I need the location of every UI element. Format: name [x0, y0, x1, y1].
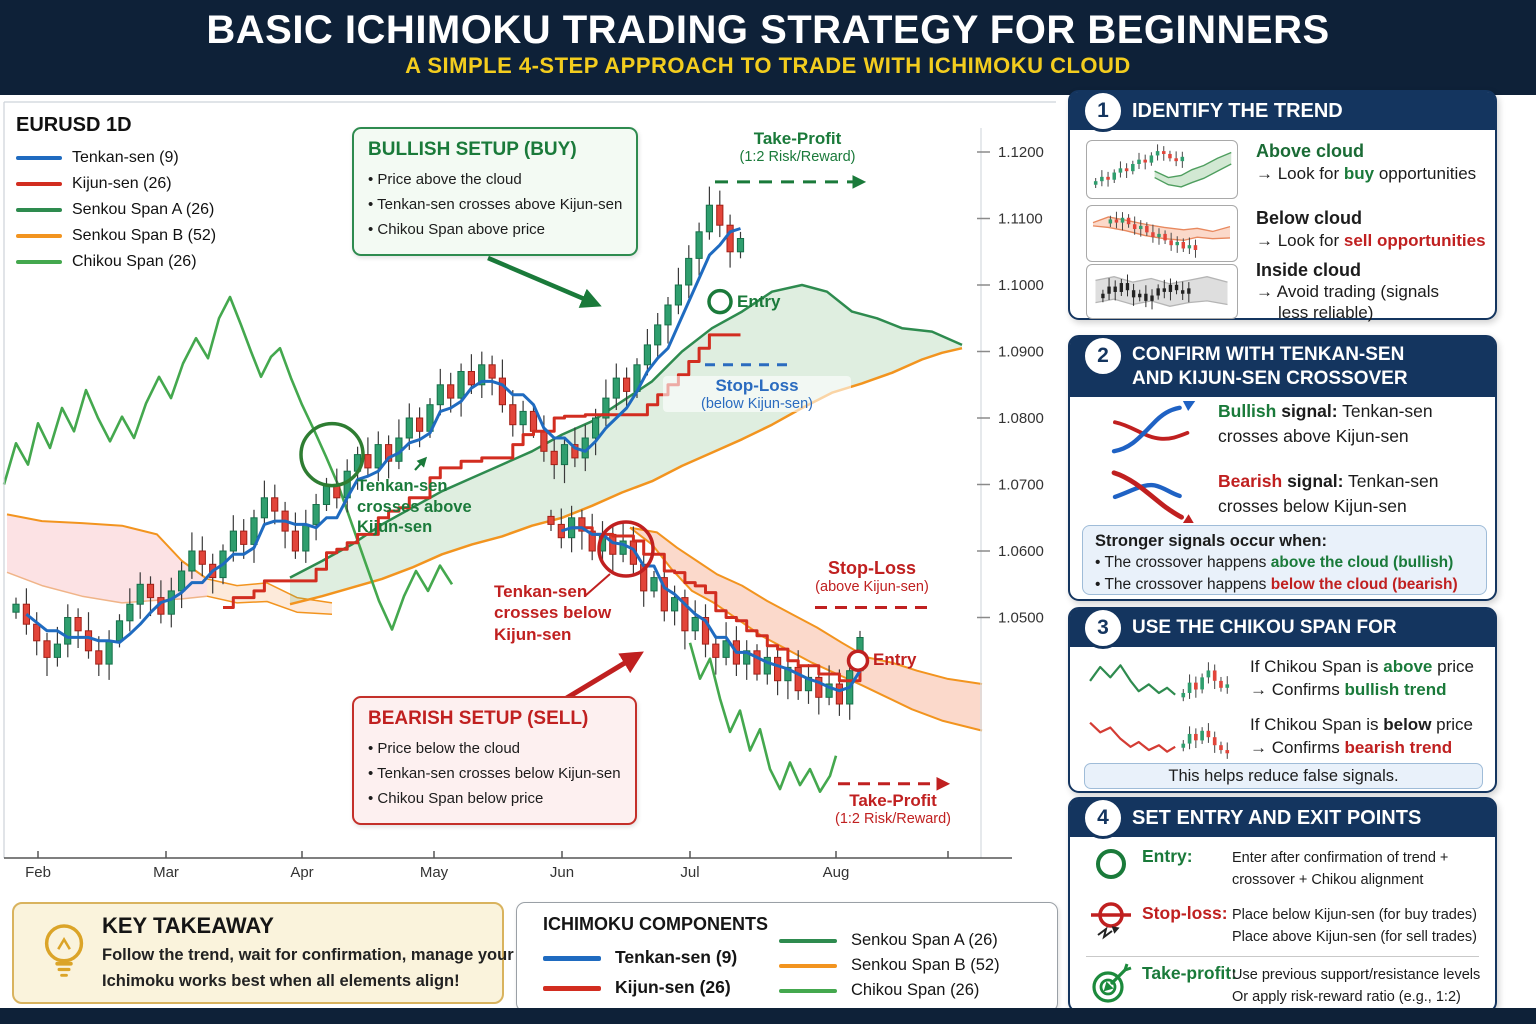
key-takeaway-line1: Follow the trend, wait for confirmation,… [102, 946, 553, 964]
key-takeaway-line2: Ichimoku works best when all elements al… [102, 972, 460, 990]
price-chart-panel: 1.1200 1.1100 1.1000 1.0900 1.0800 1.0700 1.06… [0, 100, 1060, 890]
senkou-b-swatch [779, 964, 837, 968]
ichimoku-components-legend: ICHIMOKU COMPONENTS Tenkan-sen (9) Kijun… [516, 902, 1058, 1012]
trend-row-below: Below cloud → Look for sell opportunitie… [1256, 208, 1486, 250]
bullish-crossover-icon [1108, 400, 1204, 457]
svg-text:May: May [420, 864, 449, 881]
svg-text:Jul: Jul [680, 864, 699, 881]
step-3-number: 3 [1082, 607, 1124, 649]
stop-loss-icon [1088, 899, 1134, 950]
svg-text:1.1100: 1.1100 [998, 211, 1043, 228]
reduce-false-signals-note: This helps reduce false signals. [1084, 763, 1483, 789]
banner: BASIC ICHIMOKU TRADING STRATEGY FOR BEGI… [0, 0, 1536, 95]
svg-text:1.0500: 1.0500 [998, 610, 1044, 627]
bullish-signal-text: Bullish signal: Tenkan-sen crosses above… [1218, 401, 1433, 446]
step-4-title: SET ENTRY AND EXIT POINTS [1070, 799, 1495, 837]
senkou-a-swatch [779, 939, 837, 943]
mini-chart-inside-cloud [1086, 264, 1238, 319]
key-takeaway-title: KEY TAKEAWAY [102, 913, 274, 938]
step-4-card: 4 SET ENTRY AND EXIT POINTS Entry: Enter… [1068, 797, 1497, 1013]
page-subtitle: A SIMPLE 4-STEP APPROACH TO TRADE WITH I… [405, 53, 1131, 78]
entry-icon [1092, 845, 1132, 890]
entry-row-label: Entry: [1142, 846, 1193, 866]
trend-row-inside: Inside cloud → Avoid trading (signals le… [1256, 260, 1440, 322]
note-bullet: • The crossover happens below the cloud … [1095, 576, 1458, 593]
key-takeaway-box: KEY TAKEAWAY Follow the trend, wait for … [12, 902, 552, 1004]
take-profit-icon [1088, 961, 1134, 1012]
svg-text:Feb: Feb [25, 864, 51, 881]
svg-text:Mar: Mar [153, 864, 179, 881]
footer-bar [0, 1008, 1536, 1024]
svg-text:Apr: Apr [290, 864, 313, 881]
step-2-number: 2 [1082, 335, 1124, 377]
step-3-title: USE THE CHIKOU SPAN FOR CONFIRMATION [1070, 609, 1495, 676]
svg-text:1.1000: 1.1000 [998, 277, 1044, 294]
entry-row-desc: Enter after confirmation of trend + cross… [1232, 850, 1449, 888]
svg-text:Aug: Aug [823, 864, 850, 881]
svg-text:1.0800: 1.0800 [998, 410, 1044, 427]
mini-chart-below-cloud [1086, 205, 1238, 262]
svg-text:1.0600: 1.0600 [998, 543, 1044, 560]
price-chart: 1.1200 1.1100 1.1000 1.0900 1.0800 1.0700 1.06… [2, 101, 1056, 881]
bearish-crossover-icon [1108, 467, 1204, 526]
page-title: BASIC ICHIMOKU TRADING STRATEGY FOR BEGI… [206, 8, 1330, 52]
chikou-bullish-text: If Chikou Span is above price → Confirms… [1250, 657, 1474, 699]
step-2-card: 2 CONFIRM WITH TENKAN-SEN AND KIJUN-SEN … [1068, 335, 1497, 601]
take-profit-row-desc: Use previous support/resistance levels Or… [1232, 967, 1481, 1005]
components-title: ICHIMOKU COMPONENTS [543, 914, 768, 934]
chikou-swatch [779, 989, 837, 993]
row-divider [1086, 956, 1479, 957]
svg-text:1.0900: 1.0900 [998, 344, 1044, 361]
mini-chart-above-cloud [1086, 140, 1238, 199]
svg-text:Jun: Jun [550, 864, 574, 881]
mini-chart-chikou-above [1086, 653, 1238, 707]
svg-text:1.0700: 1.0700 [998, 477, 1044, 494]
step-1-card: 1 IDENTIFY THE TREND Above cloud → Look … [1068, 90, 1497, 322]
svg-text:1.1200: 1.1200 [998, 144, 1044, 161]
lightbulb-icon [36, 918, 94, 995]
trend-row-above: Above cloud → Look for buy opportunities [1256, 141, 1477, 183]
step-4-number: 4 [1082, 797, 1124, 839]
stronger-signals-note: Stronger signals occur when: • The cross… [1082, 525, 1487, 595]
bearish-signal-text: Bearish signal: Tenkan-sen crosses below… [1218, 471, 1439, 516]
note-bullet: • The crossover happens above the cloud … [1095, 554, 1454, 571]
tenkan-swatch [543, 956, 601, 961]
kijun-swatch [543, 986, 601, 991]
step-3-card: 3 USE THE CHIKOU SPAN FOR CONFIRMATION I… [1068, 607, 1497, 793]
stop-loss-row-label: Stop-loss: [1142, 903, 1228, 923]
step-1-title: IDENTIFY THE TREND [1070, 92, 1495, 130]
step-2-title: CONFIRM WITH TENKAN-SEN AND KIJUN-SEN CR… [1070, 337, 1495, 397]
step-1-number: 1 [1082, 90, 1124, 132]
stop-loss-row-desc: Place below Kijun-sen (for buy trades) Pl… [1232, 907, 1478, 945]
mini-chart-chikou-below [1086, 711, 1238, 765]
take-profit-row-label: Take-profit: [1142, 963, 1237, 983]
chikou-bearish-text: If Chikou Span is below price → Confirms… [1250, 715, 1473, 757]
